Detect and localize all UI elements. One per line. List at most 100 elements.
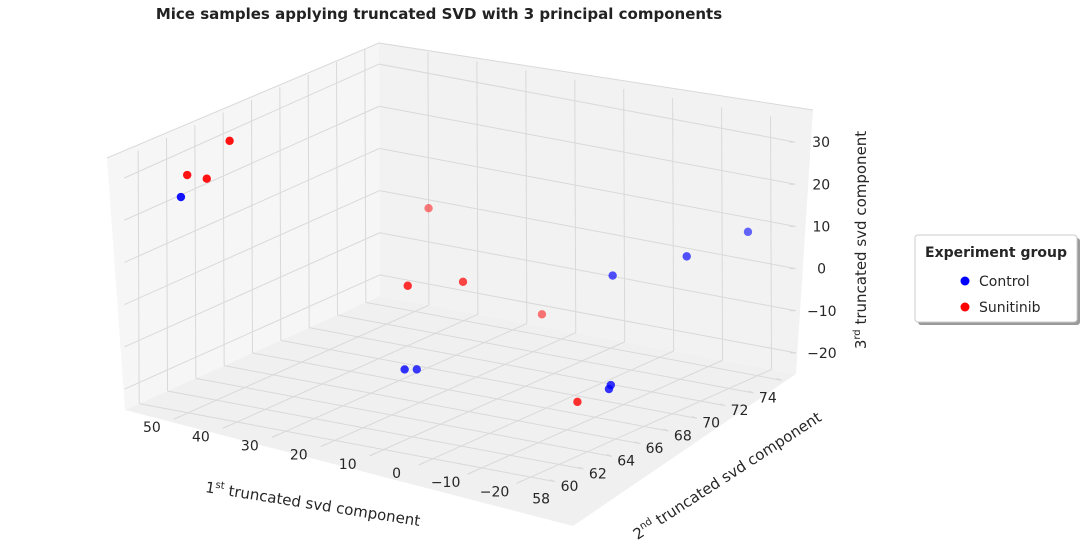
x-gridline-wall [364,49,367,303]
y-tick-mark [173,415,181,420]
y-gridline-wall [721,107,724,361]
z-gridline-back [378,63,796,143]
z-axis-ticks: −20 −10 0 10 20 30 [789,135,837,362]
y-gridline-wall [770,116,773,370]
data-point-sunitinib [202,174,211,183]
x-gridline-floor [280,339,697,419]
z-gridline-back [379,147,796,227]
x-tick-label: 64 [617,454,635,470]
z-gridline-left [124,274,381,390]
y-gridline-floor [222,313,479,429]
z-tick-label: −20 [807,346,837,362]
y-tick-label: 30 [241,439,259,455]
x-gridline-floor [309,327,726,407]
data-point-sunitinib [458,277,468,286]
floor-pane [125,296,796,526]
x-gridline-floor [252,352,669,432]
gridlines [123,49,797,484]
z-gridline-back [379,190,796,270]
x-tick-mark [606,453,613,457]
y-tick-label: 10 [339,457,357,473]
data-point-sunitinib [403,281,412,290]
data-point-control [400,365,409,374]
y-tick-label: 0 [392,466,401,482]
x-gridline-wall [137,150,140,404]
z-tick-label: −10 [807,304,837,320]
y-tick-mark [418,461,425,466]
x-axis-ticks: 58 60 62 64 66 68 70 72 74 [532,377,783,508]
y-tick-label: 40 [192,429,210,445]
axis-panes [107,43,813,526]
data-point-control [682,252,691,261]
y-tick-label: −20 [480,484,510,500]
left-wall-pane [107,43,380,410]
data-points [176,136,753,407]
data-point-control [412,365,421,374]
legend: Experiment group Control Sunitinib [914,234,1080,325]
y-gridline-wall [427,52,430,306]
data-point-control [743,227,753,237]
x-gridline-floor [337,314,754,394]
y-tick-label: −10 [431,475,461,491]
x-gridline-floor [365,301,782,381]
x-tick-mark [549,479,556,483]
z-gridline-back [379,105,796,185]
y-gridline-floor [369,341,625,457]
x-gridline-floor [139,403,556,483]
y-gridline-floor [271,323,528,438]
y-gridline-floor [173,304,430,420]
data-point-control [176,192,186,202]
data-point-sunitinib [225,136,234,146]
y-axis-ticks: −20 −10 0 10 20 30 40 50 [143,415,523,500]
x-gridline-wall [222,112,225,366]
x-gridline-wall [307,74,310,328]
y-tick-label: 20 [290,448,308,464]
y-gridline-floor [320,332,576,448]
y-tick-mark [467,470,474,475]
x-axis-label: 1st truncated svd component [204,478,421,530]
x-tick-mark [691,415,698,419]
x-gridline-floor [224,365,641,445]
z-tick-label: 30 [812,135,830,151]
z-tick-label: 10 [813,219,831,235]
legend-label-control: Control [979,274,1030,290]
x-tick-label: 58 [532,492,550,508]
z-gridline-left [124,147,380,263]
y-gridline-wall [476,61,479,315]
y-tick-mark [516,479,523,484]
y-gridline-wall [525,70,528,324]
y-gridline-floor [418,350,674,466]
z-tick-label: 0 [817,262,826,278]
x-gridline-floor [195,377,612,457]
pane-edge-line [106,42,814,159]
data-point-control [604,384,614,394]
z-axis-label: 3rd truncated svd component [852,131,870,349]
x-tick-mark [776,377,783,381]
x-tick-label: 72 [731,403,749,419]
pane-edges [106,42,814,159]
y-tick-mark [369,452,376,457]
x-tick-label: 70 [702,416,720,432]
x-tick-label: 66 [646,441,664,457]
back-wall-pane [379,43,813,374]
y-tick-label: 50 [143,420,161,436]
z-gridline-left [124,105,380,221]
legend-marker-control [960,276,970,286]
z-gridline-left [123,63,380,179]
chart-title: Mice samples applying truncated SVD with… [156,5,722,23]
x-tick-label: 60 [561,479,579,495]
legend-marker-sunitinib [960,302,970,312]
x-tick-mark [578,466,584,470]
legend-box [914,234,1078,323]
z-gridline-back [379,232,796,312]
z-gridline-back [379,274,797,354]
y-tick-mark [271,434,279,438]
y-tick-mark [320,443,327,448]
z-gridline-left [124,232,380,348]
x-tick-label: 74 [759,390,777,406]
x-tick-mark [719,403,726,407]
data-point-sunitinib [573,397,582,407]
x-gridline-floor [167,390,584,470]
data-point-control [608,271,617,280]
x-gridline-wall [279,87,282,341]
